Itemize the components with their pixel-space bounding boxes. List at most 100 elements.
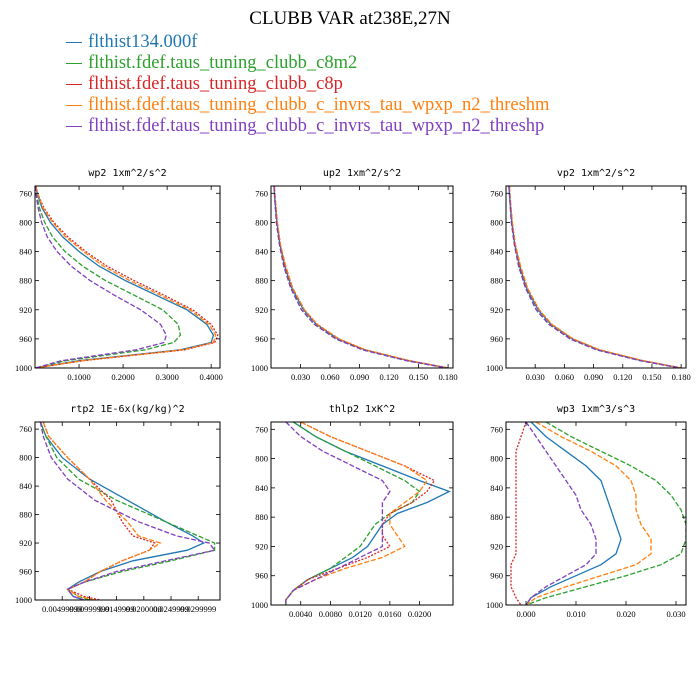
x-tick-label: 0.1000: [67, 372, 90, 382]
plot-frame: [505, 421, 687, 606]
x-tick-label: 0.060: [320, 372, 339, 382]
y-tick-label: 960: [490, 334, 503, 344]
series-line: [510, 422, 527, 605]
x-tick-label: 0.0160: [378, 609, 401, 619]
y-tick-label: 760: [490, 188, 503, 198]
x-tick-label: 0.180: [439, 372, 458, 382]
x-tick-label: 0.2000: [111, 372, 134, 382]
x-tick-label: 0.0040: [289, 609, 312, 619]
y-tick-label: 920: [19, 305, 32, 315]
x-tick-label: 0.000: [516, 609, 535, 619]
y-tick-label: 1000: [251, 600, 268, 610]
y-tick-label: 920: [490, 305, 503, 315]
series-line: [285, 422, 428, 605]
legend-line-swatch: [66, 126, 82, 127]
series-line: [35, 186, 167, 368]
y-tick-label: 960: [19, 334, 32, 344]
legend-label: flthist.fdef.taus_tuning_clubb_c_invrs_t…: [88, 116, 545, 136]
series-line: [39, 422, 216, 600]
x-tick-label: 0.0200000: [126, 604, 162, 614]
x-tick-label: 0.4000: [200, 372, 223, 382]
legend-item: flthist.fdef.taus_tuning_clubb_c8p: [66, 74, 549, 95]
y-tick-label: 800: [490, 454, 503, 464]
y-tick-label: 800: [19, 217, 32, 227]
y-tick-label: 840: [490, 483, 503, 493]
y-tick-label: 840: [490, 247, 503, 257]
figure-title: CLUBB VAR at238E,27N: [249, 8, 451, 29]
y-tick-label: 1000: [486, 363, 503, 373]
y-tick-label: 800: [255, 217, 268, 227]
legend: flthist134.000f flthist.fdef.taus_tuning…: [66, 32, 549, 137]
y-tick-label: 800: [19, 453, 32, 463]
y-tick-label: 960: [255, 334, 268, 344]
y-tick-label: 960: [490, 571, 503, 581]
panel-title: rtp2 1E-6x(kg/kg)^2: [70, 404, 184, 415]
x-tick-label: 0.120: [613, 372, 632, 382]
y-tick-label: 760: [19, 188, 32, 198]
x-tick-label: 0.0149999: [99, 604, 135, 614]
y-tick-label: 880: [19, 510, 32, 520]
panel-title: vp2 1xm^2/s^2: [557, 168, 635, 179]
legend-line-swatch: [66, 63, 82, 64]
legend-item: flthist.fdef.taus_tuning_clubb_c_invrs_t…: [66, 116, 549, 137]
y-tick-label: 1000: [251, 363, 268, 373]
x-tick-label: 0.0249999: [153, 604, 189, 614]
series-line: [35, 186, 182, 368]
x-tick-label: 0.030: [291, 372, 310, 382]
legend-item: flthist134.000f: [66, 32, 549, 53]
y-tick-label: 880: [19, 276, 32, 286]
legend-label: flthist.fdef.taus_tuning_clubb_c8m2: [88, 53, 358, 73]
y-tick-label: 880: [490, 276, 503, 286]
panel-title: thlp2 1xK^2: [329, 404, 395, 415]
x-tick-label: 0.090: [350, 372, 369, 382]
series-line: [508, 186, 681, 368]
plot-frame: [270, 421, 454, 606]
y-tick-label: 840: [19, 481, 32, 491]
y-tick-label: 1000: [15, 595, 32, 605]
series-line: [285, 422, 421, 605]
x-tick-label: 0.090: [584, 372, 603, 382]
x-tick-label: 0.030: [526, 372, 545, 382]
series-line: [35, 186, 219, 368]
series-line: [285, 422, 436, 605]
x-tick-label: 0.3000: [155, 372, 178, 382]
series-line: [35, 186, 217, 368]
y-tick-label: 800: [490, 217, 503, 227]
legend-line-swatch: [66, 42, 82, 43]
y-tick-label: 840: [255, 483, 268, 493]
x-tick-label: 0.150: [409, 372, 428, 382]
series-line: [273, 186, 448, 368]
series-line: [525, 422, 622, 605]
series-line: [42, 422, 162, 600]
plot-frame: [505, 185, 687, 369]
plot-frame: [34, 421, 221, 601]
series-line: [273, 186, 448, 368]
legend-label: flthist.fdef.taus_tuning_clubb_c8p: [88, 74, 343, 94]
series-line: [39, 422, 206, 600]
x-tick-label: 0.180: [672, 372, 691, 382]
y-tick-label: 800: [255, 454, 268, 464]
y-tick-label: 840: [19, 247, 32, 257]
y-tick-label: 960: [255, 571, 268, 581]
x-tick-label: 0.0200: [408, 609, 431, 619]
series-line: [525, 422, 597, 605]
x-tick-label: 0.060: [555, 372, 574, 382]
x-tick-label: 0.010: [566, 609, 585, 619]
y-tick-label: 760: [490, 424, 503, 434]
legend-label: flthist.fdef.taus_tuning_clubb_c_invrs_t…: [88, 95, 550, 115]
y-tick-label: 760: [255, 188, 268, 198]
x-tick-label: 0.0080: [319, 609, 342, 619]
y-tick-label: 920: [19, 538, 32, 548]
y-tick-label: 760: [19, 424, 32, 434]
y-tick-label: 840: [255, 247, 268, 257]
series-line: [39, 422, 216, 600]
series-line: [273, 186, 449, 368]
y-tick-label: 880: [490, 512, 503, 522]
y-tick-label: 1000: [15, 363, 32, 373]
x-tick-label: 0.030: [666, 609, 685, 619]
panel-title: wp3 1xm^3/s^3: [557, 404, 635, 415]
series-line: [508, 186, 681, 368]
series-line: [285, 422, 391, 605]
x-tick-label: 0.0299999: [180, 604, 216, 614]
